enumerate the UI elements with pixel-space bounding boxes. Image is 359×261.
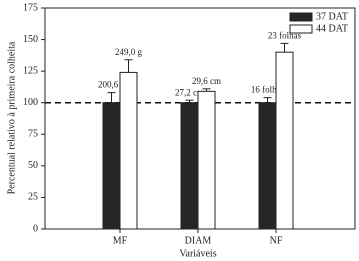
bar-annotation: 249,0 g bbox=[115, 47, 143, 57]
bar-annotation: 27,2 cm bbox=[175, 87, 204, 97]
x-tick-label: MF bbox=[113, 235, 128, 246]
bar-annotation: 29,6 cm bbox=[192, 76, 221, 86]
y-tick-label: 150 bbox=[23, 34, 38, 45]
legend-label: 44 DAT bbox=[316, 23, 348, 34]
legend-label: 37 DAT bbox=[316, 11, 348, 22]
bar-annotation: 23 folhas bbox=[268, 30, 302, 40]
x-tick-label: DIAM bbox=[185, 235, 212, 246]
legend-swatch bbox=[289, 12, 313, 22]
y-axis-label: Percentual relativo à primeira colheita bbox=[6, 41, 17, 194]
bar-annotation: 200,6 g bbox=[98, 80, 126, 90]
bar-annotation: 16 folhas bbox=[251, 85, 285, 95]
y-tick-label: 50 bbox=[28, 160, 38, 171]
y-tick-label: 0 bbox=[33, 223, 38, 234]
x-axis-label: Variáveis bbox=[179, 248, 216, 259]
y-tick-label: 175 bbox=[23, 2, 38, 13]
bar bbox=[102, 102, 121, 230]
y-tick-label: 25 bbox=[28, 192, 38, 203]
bar bbox=[258, 102, 277, 230]
x-tick-label: NF bbox=[270, 235, 283, 246]
y-tick-label: 125 bbox=[23, 65, 38, 76]
y-tick-label: 75 bbox=[28, 129, 38, 140]
bar bbox=[197, 90, 216, 230]
bar bbox=[275, 51, 294, 230]
bar bbox=[180, 102, 199, 230]
y-tick-label: 100 bbox=[23, 97, 38, 108]
bar bbox=[119, 71, 138, 230]
legend-swatch bbox=[289, 24, 313, 34]
